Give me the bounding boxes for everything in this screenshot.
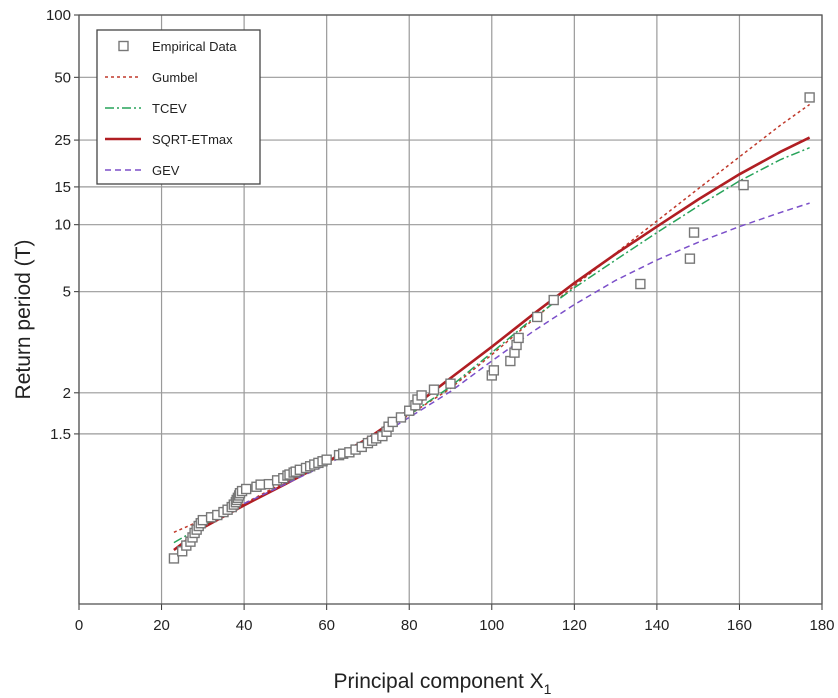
legend-label: GEV — [152, 163, 180, 178]
series-line-gev — [243, 202, 810, 505]
data-point — [240, 483, 252, 495]
y-tick-label: 25 — [54, 132, 71, 149]
x-tick-label: 0 — [75, 617, 83, 634]
y-tick-label: 10 — [54, 217, 71, 234]
y-tick-label: 2 — [63, 385, 71, 402]
y-tick-label: 5 — [63, 284, 71, 301]
data-point — [321, 454, 332, 465]
x-axis-label-subscript: 1 — [544, 681, 552, 697]
data-point — [404, 405, 415, 416]
y-tick-label: 1.5 — [50, 426, 71, 443]
data-point — [688, 227, 700, 238]
data-point — [488, 365, 500, 376]
data-point — [505, 355, 516, 367]
data-point — [416, 390, 427, 401]
x-axis-label-text: Principal component X — [334, 670, 544, 693]
data-point — [635, 278, 646, 290]
legend-swatch-empirical-data — [118, 40, 129, 52]
data-point — [445, 378, 456, 389]
data-point — [395, 412, 407, 423]
x-tick-label: 160 — [727, 617, 752, 634]
x-tick-label: 180 — [809, 617, 834, 634]
legend-label: SQRT-ETmax — [152, 132, 233, 147]
legend-label: Empirical Data — [152, 39, 237, 54]
data-point — [804, 92, 815, 103]
y-tick-label: 100 — [46, 7, 71, 24]
series-line-gumbel — [173, 103, 811, 533]
legend-box — [96, 29, 261, 185]
data-point — [738, 179, 749, 191]
x-tick-label: 100 — [479, 617, 504, 634]
plot-frame — [78, 14, 823, 605]
x-tick-label: 40 — [236, 617, 253, 634]
data-point — [428, 384, 440, 395]
y-tick-label: 15 — [54, 179, 71, 196]
legend-label: TCEV — [152, 101, 187, 116]
data-point — [548, 294, 559, 306]
x-tick-label: 80 — [401, 617, 418, 634]
x-tick-label: 140 — [644, 617, 669, 634]
legend-label: Gumbel — [152, 70, 198, 85]
data-point — [168, 553, 180, 564]
data-point — [513, 332, 524, 344]
data-point — [684, 253, 696, 264]
x-tick-label: 60 — [318, 617, 335, 634]
x-axis-label: Principal component X1 — [334, 670, 552, 697]
x-tick-label: 120 — [562, 617, 587, 634]
y-tick-label: 50 — [54, 69, 71, 86]
data-point — [531, 311, 543, 323]
y-axis-label: Return period (T) — [12, 240, 35, 400]
x-tick-label: 20 — [153, 617, 170, 634]
